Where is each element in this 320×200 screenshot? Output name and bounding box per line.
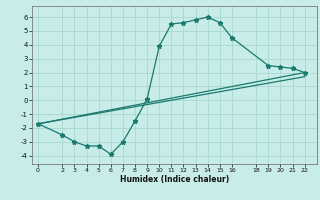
X-axis label: Humidex (Indice chaleur): Humidex (Indice chaleur) bbox=[120, 175, 229, 184]
